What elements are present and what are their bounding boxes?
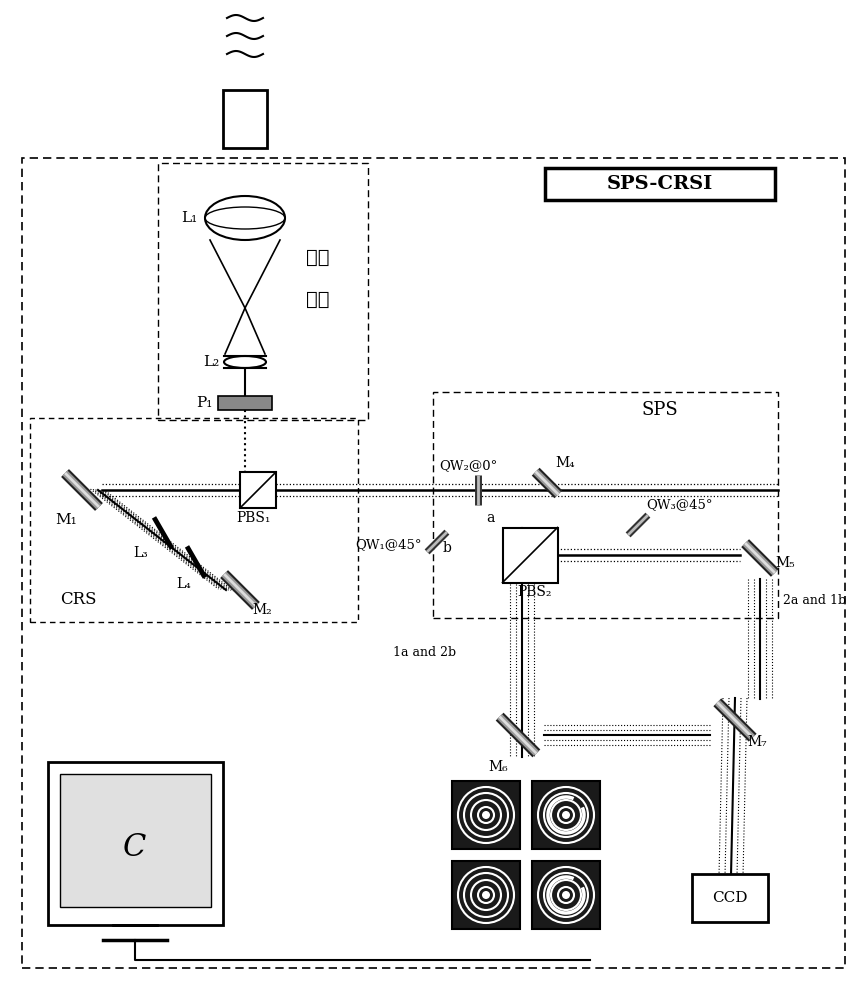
- Text: L₃: L₃: [133, 546, 148, 560]
- Text: SPS-CRSI: SPS-CRSI: [607, 175, 713, 193]
- Bar: [60, 774, 211, 907]
- Text: M₁: M₁: [55, 513, 77, 527]
- Text: 1a and 2b: 1a and 2b: [393, 646, 456, 658]
- Text: b: b: [443, 541, 451, 555]
- Text: PBS₂: PBS₂: [517, 585, 552, 599]
- Bar: [218, 396, 272, 410]
- Bar: [532, 781, 600, 849]
- Text: QW₁@45°: QW₁@45°: [355, 538, 422, 552]
- Text: L₂: L₂: [202, 355, 219, 369]
- Bar: [692, 874, 768, 922]
- Text: M₇: M₇: [747, 735, 766, 749]
- Text: QW₂@0°: QW₂@0°: [439, 460, 497, 473]
- Text: M₅: M₅: [775, 556, 795, 570]
- Bar: [503, 528, 558, 582]
- Bar: [532, 861, 600, 929]
- Circle shape: [482, 811, 490, 819]
- Text: PBS₁: PBS₁: [236, 511, 270, 525]
- Text: 缩束: 缩束: [307, 249, 330, 267]
- Bar: [545, 168, 775, 200]
- Text: L₄: L₄: [177, 577, 191, 591]
- Text: 系统: 系统: [307, 291, 330, 309]
- Bar: [22, 158, 845, 968]
- Bar: [223, 90, 267, 148]
- Text: C: C: [123, 832, 146, 863]
- Ellipse shape: [224, 356, 266, 368]
- Text: 2a and 1b: 2a and 1b: [783, 593, 846, 606]
- Bar: [452, 781, 520, 849]
- Text: CCD: CCD: [712, 891, 747, 905]
- Text: M₆: M₆: [488, 760, 508, 774]
- Text: L₁: L₁: [181, 211, 197, 225]
- Bar: [433, 392, 778, 618]
- Text: P₁: P₁: [196, 396, 213, 410]
- Text: QW₃@45°: QW₃@45°: [646, 498, 713, 512]
- Text: a: a: [486, 511, 494, 525]
- Circle shape: [482, 891, 490, 899]
- Bar: [48, 762, 223, 925]
- Circle shape: [562, 891, 570, 899]
- Text: M₄: M₄: [555, 456, 574, 470]
- Bar: [452, 861, 520, 929]
- Text: SPS: SPS: [641, 401, 678, 419]
- Ellipse shape: [205, 196, 285, 240]
- Text: CRS: CRS: [60, 591, 96, 608]
- Bar: [30, 418, 358, 622]
- Circle shape: [562, 811, 570, 819]
- Text: M₂: M₂: [252, 603, 272, 617]
- Bar: [240, 472, 276, 508]
- Bar: [158, 163, 368, 420]
